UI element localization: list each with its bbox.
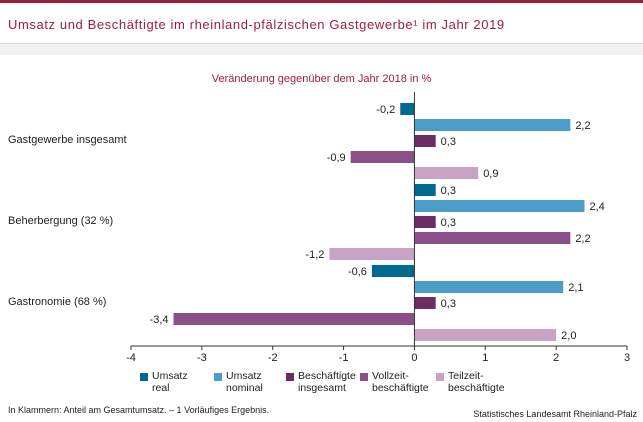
- bar: [414, 297, 436, 309]
- value-label: -0,2: [376, 104, 395, 116]
- value-label: 2,4: [589, 201, 604, 213]
- bar: [414, 167, 479, 179]
- legend-item: Umsatz real: [140, 370, 188, 394]
- bar: [414, 184, 436, 196]
- x-tick-label: 0: [411, 352, 417, 364]
- legend-swatch: [436, 373, 444, 381]
- value-label: 0,9: [483, 168, 498, 180]
- legend-item: Umsatz nominal: [214, 370, 263, 394]
- value-label: 0,3: [441, 298, 456, 310]
- bar: [371, 265, 415, 277]
- legend-item: Beschäftigte insgesamt: [286, 370, 356, 394]
- bar: [350, 151, 415, 163]
- page-title: Umsatz und Beschäftigte im rheinland-pfä…: [8, 17, 505, 32]
- bar: [414, 200, 585, 212]
- bar: [414, 232, 571, 244]
- x-tick-label: 3: [624, 352, 630, 364]
- value-label: -1,2: [305, 249, 324, 261]
- legend-label: Vollzeit- beschäftigte: [372, 370, 429, 394]
- legend-label: Umsatz nominal: [226, 370, 263, 394]
- bar: [173, 313, 415, 325]
- legend-label: Beschäftigte insgesamt: [298, 370, 356, 394]
- x-tick-label: -1: [339, 352, 349, 364]
- value-label: 2,2: [575, 233, 590, 245]
- bar: [414, 216, 436, 228]
- value-label: 2,1: [568, 282, 583, 294]
- legend-item: Teilzeit- beschäftigte: [436, 370, 505, 394]
- value-label: -3,4: [150, 314, 169, 326]
- x-tick-label: 1: [482, 352, 488, 364]
- x-tick-label: 2: [553, 352, 559, 364]
- chart-subtitle: Veränderung gegenüber dem Jahr 2018 in %: [211, 73, 432, 85]
- legend-swatch: [140, 373, 148, 381]
- legend-swatch: [214, 373, 222, 381]
- value-label: -0,6: [348, 266, 367, 278]
- bar: [400, 103, 415, 115]
- x-tick-label: -3: [197, 352, 207, 364]
- bar: [414, 329, 557, 341]
- value-label: 0,3: [441, 136, 456, 148]
- category-label: Gastronomie (68 %): [8, 296, 106, 308]
- value-label: 0,3: [441, 185, 456, 197]
- legend-label: Teilzeit- beschäftigte: [448, 370, 505, 394]
- category-label: Gastgewerbe insgesamt: [8, 134, 127, 146]
- x-tick-label: -4: [126, 352, 136, 364]
- x-tick-label: -2: [268, 352, 278, 364]
- value-label: 0,3: [441, 217, 456, 229]
- bar: [414, 135, 436, 147]
- legend-swatch: [286, 373, 294, 381]
- legend-label: Umsatz real: [152, 370, 188, 394]
- top-accent-rule: [0, 0, 643, 3]
- value-label: 2,2: [575, 120, 590, 132]
- source-note: Statistisches Landesamt Rheinland-Pfalz: [473, 409, 637, 419]
- footnote: In Klammern: Anteil am Gesamtumsatz. – 1…: [8, 405, 270, 415]
- title-bar: Umsatz und Beschäftigte im rheinland-pfä…: [0, 3, 643, 44]
- legend-swatch: [360, 373, 368, 381]
- value-label: 2,0: [561, 330, 576, 342]
- category-label: Beherbergung (32 %): [8, 215, 113, 227]
- bar: [329, 248, 415, 260]
- legend-item: Vollzeit- beschäftigte: [360, 370, 429, 394]
- value-label: -0,9: [327, 152, 346, 164]
- bar: [414, 281, 564, 293]
- bar: [414, 119, 571, 131]
